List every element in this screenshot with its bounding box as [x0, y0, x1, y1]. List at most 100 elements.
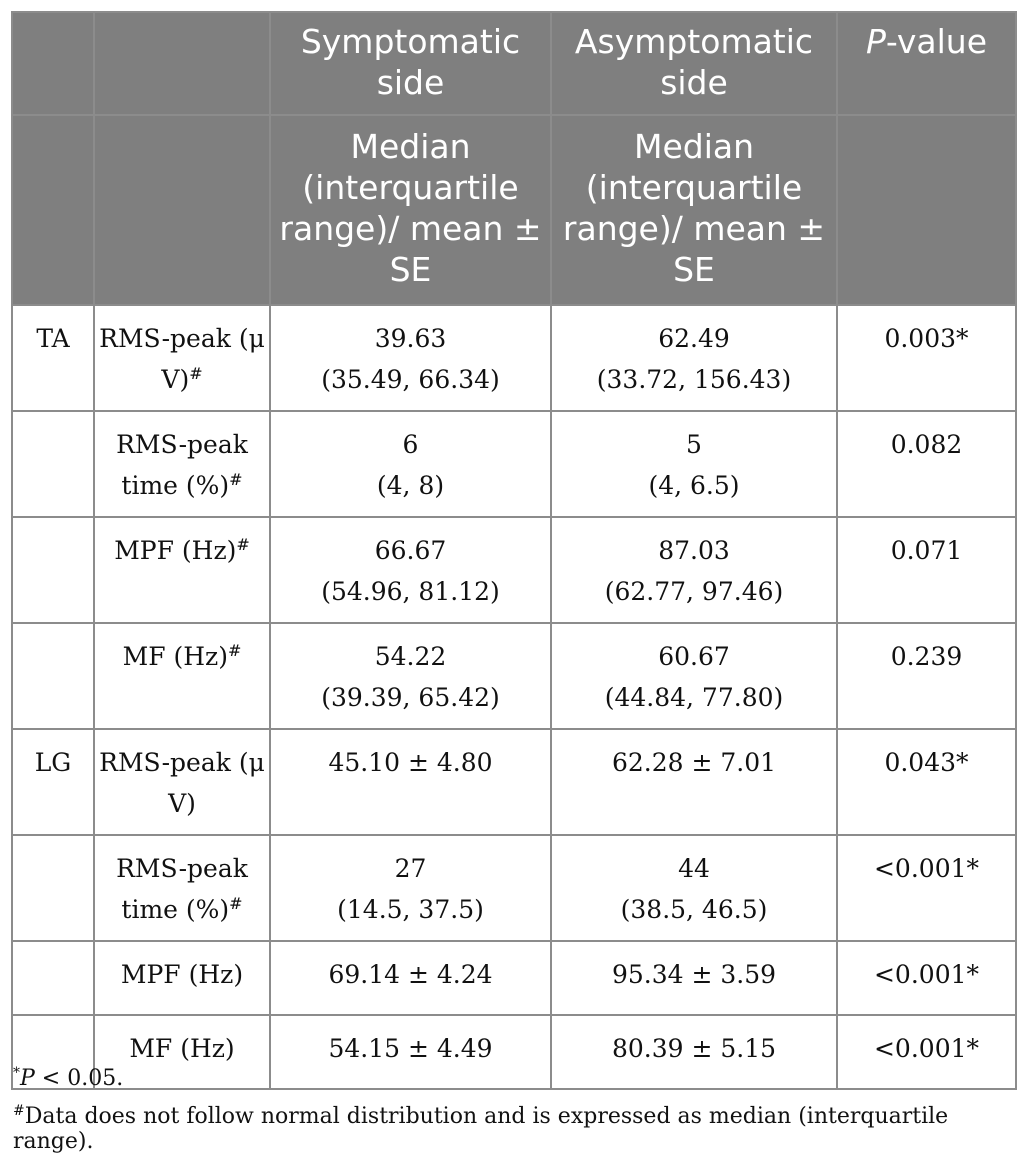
asymptomatic-cell: 62.28 ± 7.01 [550, 728, 838, 836]
asymptomatic-cell: 95.34 ± 3.59 [550, 940, 838, 1016]
asymptomatic-range: (33.72, 156.43) [596, 365, 792, 394]
p-value-cell: <0.001* [836, 940, 1017, 1016]
normality-mark: # [227, 641, 242, 660]
header-symptomatic: Symptomatic side [269, 11, 552, 116]
symptomatic-range: (35.49, 66.34) [321, 365, 500, 394]
measure-cell: MF (Hz) [93, 1014, 271, 1090]
subheader-asymptomatic: Median (interquartile range)/ mean ± SE [550, 114, 838, 306]
group-cell [11, 1014, 95, 1090]
measure-cell: RMS-peak (μ V) [93, 728, 271, 836]
subheader-p-value [836, 114, 1017, 306]
symptomatic-range: (39.39, 65.42) [321, 683, 500, 712]
measure-label: MPF (Hz) [120, 960, 244, 989]
measure-label: MF (Hz) [122, 642, 228, 671]
symptomatic-range: (4, 8) [376, 471, 445, 500]
p-value-cell: 0.043* [836, 728, 1017, 836]
table-row: LG RMS-peak (μ V) 45.10 ± 4.80 62.28 ± 7… [11, 728, 1017, 836]
asymptomatic-cell: 80.39 ± 5.15 [550, 1014, 838, 1090]
results-table: Symptomatic side Asymptomatic side P-val… [11, 11, 1017, 1090]
symptomatic-cell: 54.22 (39.39, 65.42) [269, 622, 552, 730]
symptomatic-value: 69.14 ± 4.24 [328, 960, 493, 989]
asymptomatic-value: 62.49 [658, 324, 730, 353]
table-row: MF (Hz) 54.15 ± 4.49 80.39 ± 5.15 <0.001… [11, 1014, 1017, 1090]
footnote-mark-hash: # [13, 1103, 25, 1119]
footnote-normality: #Data does not follow normal distributio… [13, 1104, 1017, 1154]
asymptomatic-cell: 5 (4, 6.5) [550, 410, 838, 518]
symptomatic-cell: 6 (4, 8) [269, 410, 552, 518]
asymptomatic-range: (62.77, 97.46) [604, 577, 784, 606]
symptomatic-cell: 39.63 (35.49, 66.34) [269, 304, 552, 412]
group-cell [11, 516, 95, 624]
symptomatic-cell: 54.15 ± 4.49 [269, 1014, 552, 1090]
header-p-rest: -value [885, 22, 988, 61]
symptomatic-value: 54.22 [374, 642, 447, 671]
symptomatic-value: 27 [394, 854, 427, 883]
symptomatic-cell: 66.67 (54.96, 81.12) [269, 516, 552, 624]
p-value-cell: <0.001* [836, 834, 1017, 942]
asymptomatic-range: (44.84, 77.80) [604, 683, 784, 712]
subheader-empty-1 [11, 114, 95, 306]
symptomatic-value: 6 [402, 430, 419, 459]
symptomatic-cell: 27 (14.5, 37.5) [269, 834, 552, 942]
table-row: TA RMS-peak (μ V)# 39.63 (35.49, 66.34) 6… [11, 304, 1017, 412]
group-cell [11, 834, 95, 942]
p-value-cell: 0.071 [836, 516, 1017, 624]
asymptomatic-cell: 87.03 (62.77, 97.46) [550, 516, 838, 624]
measure-cell: RMS-peak time (%)# [93, 834, 271, 942]
table-container: Symptomatic side Asymptomatic side P-val… [11, 11, 1017, 1090]
symptomatic-range: (14.5, 37.5) [337, 895, 484, 924]
symptomatic-value: 39.63 [374, 324, 447, 353]
footnote-mark-star: * [13, 1065, 20, 1081]
asymptomatic-value: 60.67 [658, 642, 730, 671]
header-row-1: Symptomatic side Asymptomatic side P-val… [11, 11, 1017, 116]
p-value-cell: 0.239 [836, 622, 1017, 730]
measure-cell: MPF (Hz)# [93, 516, 271, 624]
asymptomatic-cell: 44 (38.5, 46.5) [550, 834, 838, 942]
symptomatic-range: (54.96, 81.12) [321, 577, 500, 606]
footnote-significance-text: < 0.05. [34, 1066, 124, 1091]
measure-label: MPF (Hz) [114, 536, 237, 565]
symptomatic-cell: 45.10 ± 4.80 [269, 728, 552, 836]
p-value-cell: <0.001* [836, 1014, 1017, 1090]
normality-mark: # [189, 364, 203, 383]
group-cell: TA [11, 304, 95, 412]
header-measure [93, 11, 271, 116]
normality-mark: # [229, 894, 243, 913]
measure-label: RMS-peak (μ V) [99, 324, 265, 394]
group-cell [11, 940, 95, 1016]
header-p-value: P-value [836, 11, 1017, 116]
table-row: MPF (Hz)# 66.67 (54.96, 81.12) 87.03 (62.7… [11, 516, 1017, 624]
measure-label: MF (Hz) [129, 1034, 235, 1063]
table-row: RMS-peak time (%)# 27 (14.5, 37.5) 44 (38.… [11, 834, 1017, 942]
asymptomatic-value: 87.03 [658, 536, 730, 565]
symptomatic-value: 66.67 [374, 536, 447, 565]
asymptomatic-value: 44 [678, 854, 710, 883]
asymptomatic-value: 80.39 ± 5.15 [611, 1034, 777, 1063]
footnote-significance: *P < 0.05. [13, 1066, 1017, 1091]
asymptomatic-cell: 60.67 (44.84, 77.80) [550, 622, 838, 730]
header-row-2: Median (interquartile range)/ mean ± SE … [11, 114, 1017, 306]
measure-cell: MF (Hz)# [93, 622, 271, 730]
subheader-empty-2 [93, 114, 271, 306]
symptomatic-cell: 69.14 ± 4.24 [269, 940, 552, 1016]
measure-label: RMS-peak (μ V) [99, 748, 265, 818]
normality-mark: # [229, 470, 243, 489]
p-value-cell: 0.082 [836, 410, 1017, 518]
table-row: MPF (Hz) 69.14 ± 4.24 95.34 ± 3.59 <0.00… [11, 940, 1017, 1016]
asymptomatic-value: 5 [686, 430, 702, 459]
symptomatic-value: 54.15 ± 4.49 [328, 1034, 493, 1063]
asymptomatic-cell: 62.49 (33.72, 156.43) [550, 304, 838, 412]
footnote-p-italic: P [20, 1066, 35, 1091]
subheader-symptomatic: Median (interquartile range)/ mean ± SE [269, 114, 552, 306]
header-asymptomatic: Asymptomatic side [550, 11, 838, 116]
measure-cell: RMS-peak time (%)# [93, 410, 271, 518]
asymptomatic-value: 95.34 ± 3.59 [611, 960, 777, 989]
asymptomatic-range: (38.5, 46.5) [620, 895, 768, 924]
p-value-cell: 0.003* [836, 304, 1017, 412]
footnote-normality-text: Data does not follow normal distribution… [13, 1104, 949, 1154]
group-cell: LG [11, 728, 95, 836]
asymptomatic-range: (4, 6.5) [648, 471, 740, 500]
measure-label: RMS-peak time (%) [116, 854, 248, 924]
symptomatic-value: 45.10 ± 4.80 [328, 748, 493, 777]
header-p-italic: P [865, 22, 886, 61]
